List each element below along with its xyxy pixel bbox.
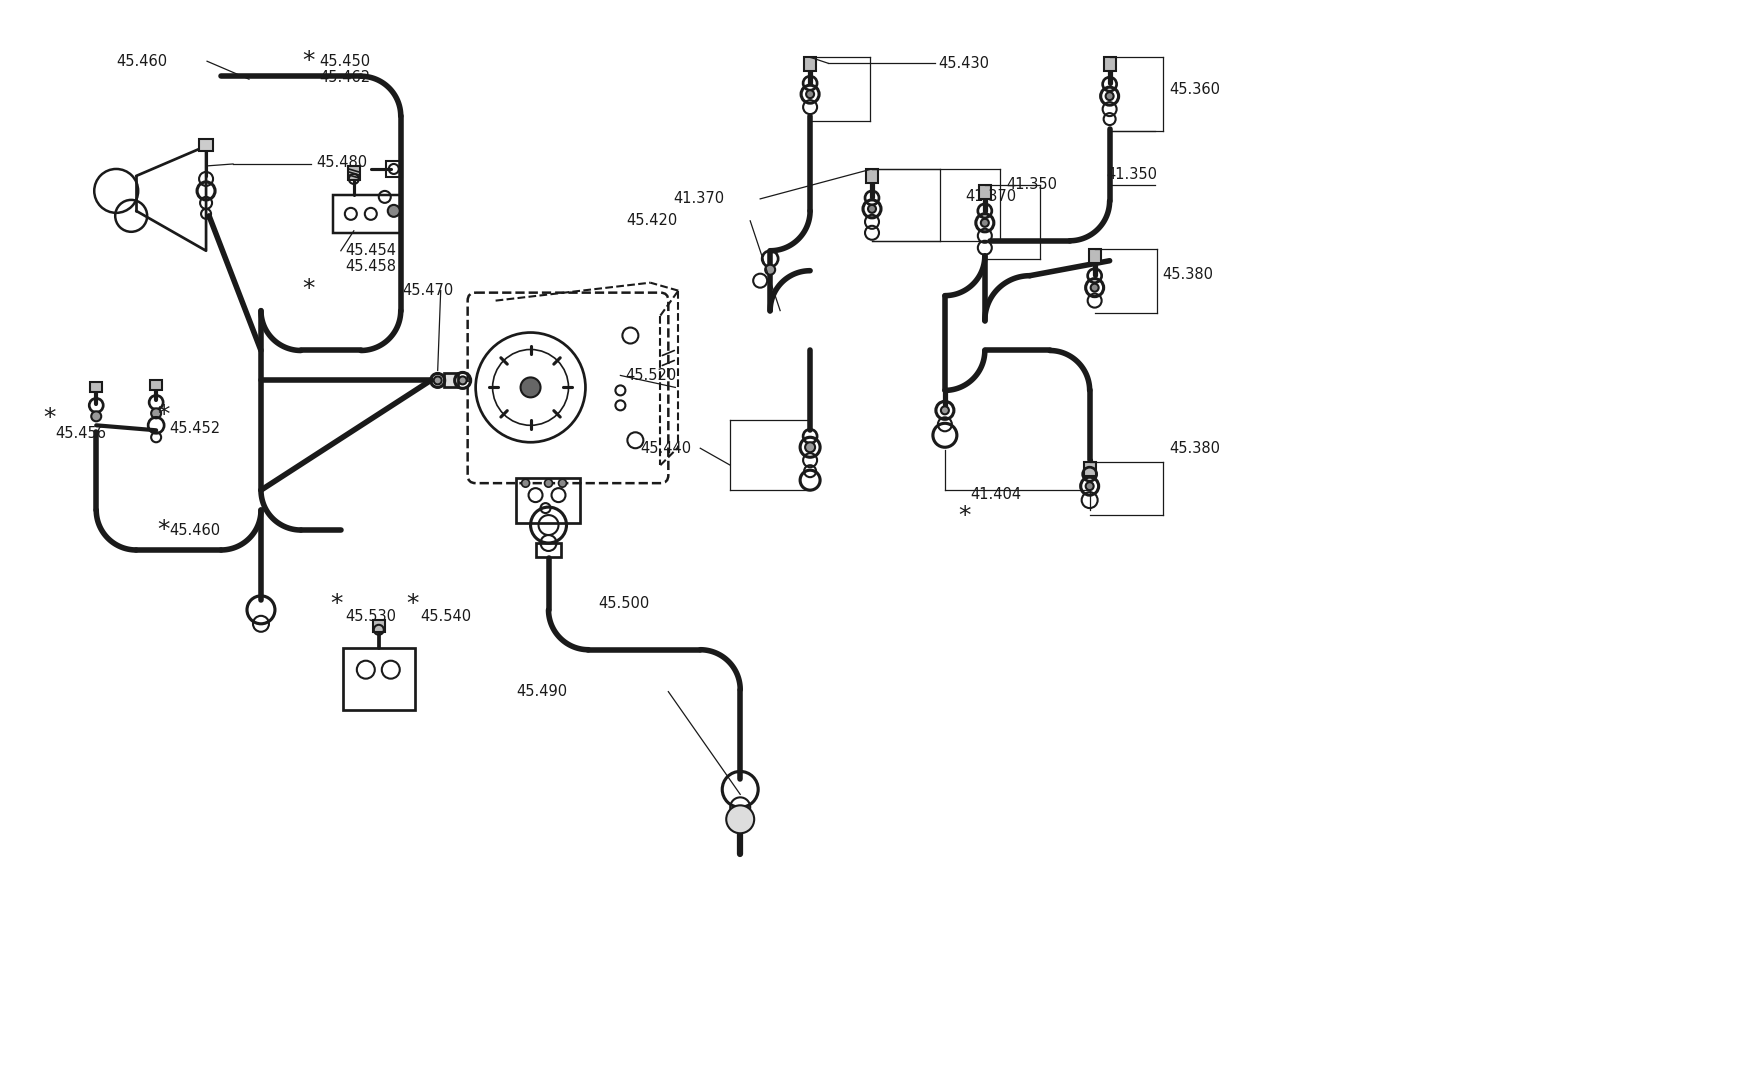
Bar: [1083, 462, 1096, 476]
Circle shape: [544, 480, 553, 487]
Circle shape: [726, 806, 754, 833]
Bar: [536, 543, 562, 557]
Circle shape: [150, 409, 161, 419]
Text: 45.540: 45.540: [420, 609, 473, 625]
Text: 45.360: 45.360: [1169, 82, 1220, 97]
Bar: [1088, 249, 1101, 263]
Text: *: *: [44, 407, 56, 431]
Circle shape: [868, 205, 877, 213]
Text: *: *: [959, 504, 971, 528]
Text: 45.530: 45.530: [345, 609, 396, 625]
Bar: [200, 140, 214, 152]
Text: *: *: [158, 403, 170, 427]
Circle shape: [765, 265, 775, 275]
Bar: [150, 380, 163, 390]
Bar: [343, 647, 415, 710]
Bar: [91, 383, 102, 392]
Bar: [1104, 58, 1115, 71]
Circle shape: [558, 480, 567, 487]
Circle shape: [1106, 93, 1113, 100]
Bar: [866, 169, 878, 183]
Text: 45.470: 45.470: [402, 283, 453, 299]
Bar: [444, 374, 458, 387]
Circle shape: [458, 376, 467, 385]
Circle shape: [434, 376, 441, 385]
Text: 41.370: 41.370: [674, 192, 724, 206]
Circle shape: [805, 443, 816, 452]
Text: 45.456: 45.456: [56, 426, 107, 440]
Text: 45.430: 45.430: [938, 56, 989, 71]
Text: 45.458: 45.458: [345, 259, 396, 275]
Bar: [978, 185, 990, 198]
Text: 45.460: 45.460: [170, 522, 220, 537]
Bar: [385, 161, 402, 177]
Circle shape: [91, 411, 102, 422]
Text: *: *: [406, 592, 418, 616]
Text: 45.440: 45.440: [640, 440, 691, 456]
Bar: [803, 58, 816, 71]
Text: 41.350: 41.350: [1106, 168, 1158, 182]
Text: 45.520: 45.520: [625, 368, 677, 383]
Text: 45.460: 45.460: [116, 53, 168, 69]
Text: 41.370: 41.370: [964, 190, 1017, 205]
Text: 41.350: 41.350: [1006, 178, 1057, 193]
Bar: [516, 479, 581, 523]
Text: 45.450: 45.450: [318, 53, 369, 69]
Text: 45.452: 45.452: [170, 421, 220, 436]
Circle shape: [980, 219, 989, 227]
Circle shape: [942, 407, 949, 414]
Circle shape: [807, 90, 814, 98]
Text: 45.490: 45.490: [516, 685, 567, 699]
Text: *: *: [303, 277, 315, 301]
Circle shape: [1090, 283, 1099, 292]
Text: 45.500: 45.500: [598, 596, 649, 611]
Circle shape: [388, 205, 399, 217]
Bar: [373, 620, 385, 632]
Text: 45.380: 45.380: [1162, 267, 1213, 282]
Text: 45.454: 45.454: [345, 243, 396, 258]
Text: *: *: [303, 49, 315, 73]
Text: 45.380: 45.380: [1169, 440, 1220, 456]
Circle shape: [520, 377, 541, 398]
Circle shape: [1085, 482, 1094, 491]
Circle shape: [522, 480, 530, 487]
Text: *: *: [331, 592, 343, 616]
Bar: [348, 166, 360, 180]
Text: 45.462: 45.462: [318, 70, 369, 85]
Text: 45.420: 45.420: [626, 214, 677, 228]
Text: 41.404: 41.404: [970, 486, 1020, 501]
Text: 45.480: 45.480: [317, 156, 368, 170]
Bar: [332, 195, 401, 233]
Text: *: *: [158, 518, 170, 542]
